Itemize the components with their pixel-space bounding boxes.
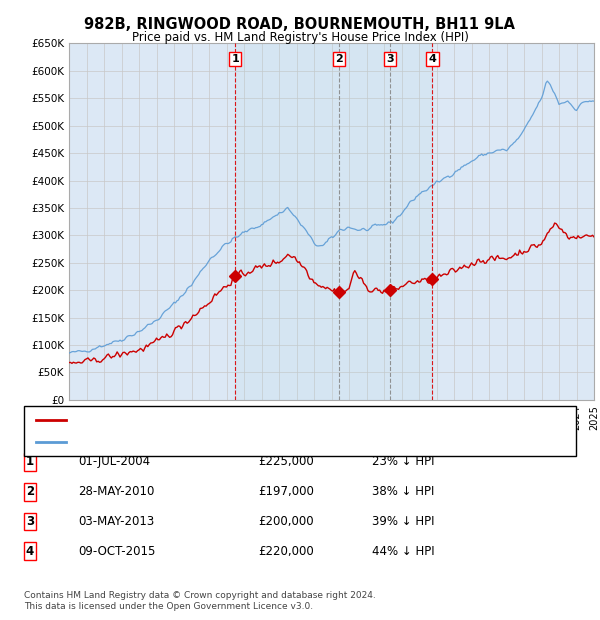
Text: £220,000: £220,000 (258, 545, 314, 557)
Text: HPI: Average price, detached house, Bournemouth Christchurch and Poole: HPI: Average price, detached house, Bour… (72, 437, 460, 447)
Text: £225,000: £225,000 (258, 456, 314, 468)
Text: 2: 2 (335, 54, 343, 64)
Text: 28-MAY-2010: 28-MAY-2010 (78, 485, 154, 498)
Text: 03-MAY-2013: 03-MAY-2013 (78, 515, 154, 528)
Text: 1: 1 (232, 54, 239, 64)
Text: 982B, RINGWOOD ROAD, BOURNEMOUTH, BH11 9LA (detached house): 982B, RINGWOOD ROAD, BOURNEMOUTH, BH11 9… (72, 415, 442, 425)
Text: 09-OCT-2015: 09-OCT-2015 (78, 545, 155, 557)
Text: 3: 3 (386, 54, 394, 64)
Bar (235, 43, 433, 400)
Text: 2: 2 (26, 485, 34, 498)
Text: 44% ↓ HPI: 44% ↓ HPI (372, 545, 434, 557)
Text: 23% ↓ HPI: 23% ↓ HPI (372, 456, 434, 468)
Text: Price paid vs. HM Land Registry's House Price Index (HPI): Price paid vs. HM Land Registry's House … (131, 31, 469, 44)
Text: 4: 4 (26, 545, 34, 557)
Text: 01-JUL-2004: 01-JUL-2004 (78, 456, 150, 468)
Text: Contains HM Land Registry data © Crown copyright and database right 2024.
This d: Contains HM Land Registry data © Crown c… (24, 591, 376, 611)
Text: 39% ↓ HPI: 39% ↓ HPI (372, 515, 434, 528)
Text: £200,000: £200,000 (258, 515, 314, 528)
Text: £197,000: £197,000 (258, 485, 314, 498)
Text: 982B, RINGWOOD ROAD, BOURNEMOUTH, BH11 9LA: 982B, RINGWOOD ROAD, BOURNEMOUTH, BH11 9… (85, 17, 515, 32)
Text: 3: 3 (26, 515, 34, 528)
Text: 4: 4 (428, 54, 436, 64)
Text: 1: 1 (26, 456, 34, 468)
Text: 38% ↓ HPI: 38% ↓ HPI (372, 485, 434, 498)
